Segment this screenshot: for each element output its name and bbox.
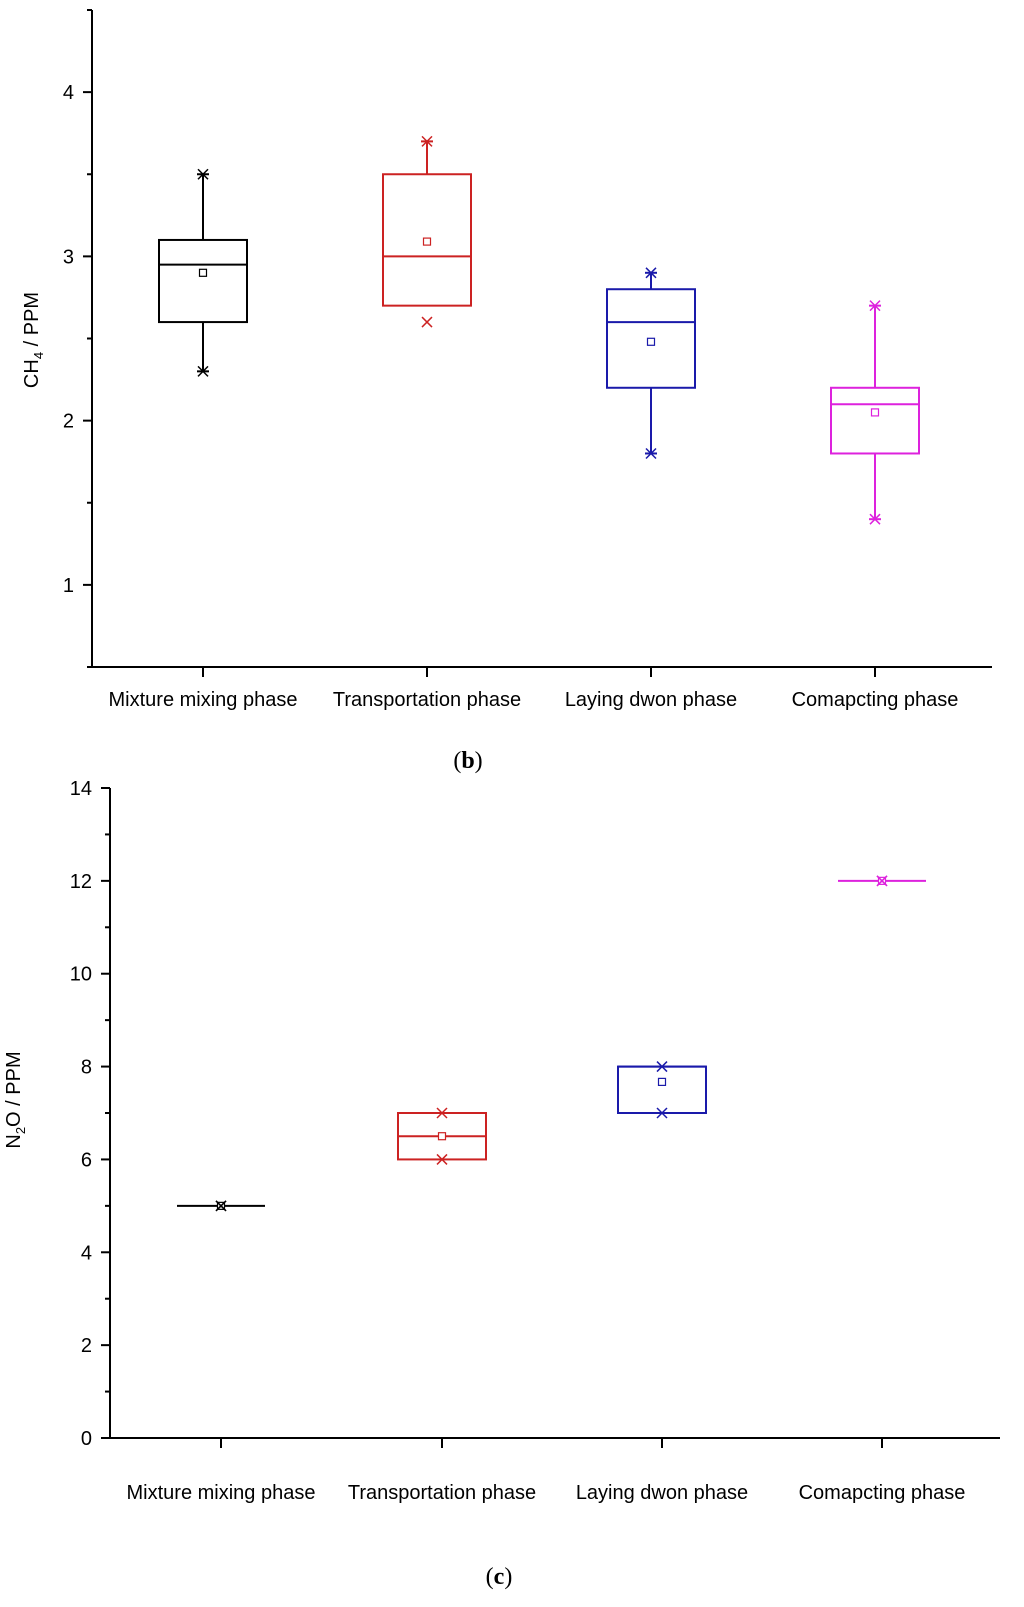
box-2 [382,135,472,328]
box-body [830,386,920,455]
box-body [617,1065,707,1114]
panel-label: (b) [453,748,482,774]
x-tick-label: Mixture mixing phase [109,689,298,711]
min-marker [421,316,433,328]
panel-label-close: ) [475,748,483,774]
max-marker [436,1107,448,1119]
max-marker [869,300,881,312]
max-marker [876,875,888,887]
y-axis-label-rest: / PPM [21,292,43,352]
y-tick-label: 6 [81,1149,92,1171]
box-body [606,288,696,389]
panel-label-letter: c [494,1564,505,1590]
y-tick-label: 4 [81,1242,92,1264]
min-marker [656,1107,668,1119]
y-axis-label: CH4 / PPM [21,292,46,388]
panel-label-open: ( [486,1564,494,1590]
y-tick-label: 14 [70,778,92,800]
y-tick-label: 1 [63,575,74,597]
box-2 [397,1107,487,1165]
y-tick-label: 12 [70,871,92,893]
box-4 [830,300,920,525]
x-tick-label: Transportation phase [348,1482,536,1504]
mean-marker [646,337,656,346]
min-marker [869,513,881,525]
mean-marker [198,268,208,277]
panel-label-close: ) [504,1564,512,1590]
box-4 [838,875,926,887]
y-tick-label: 2 [63,411,74,433]
x-tick-label: Laying dwon phase [576,1482,748,1504]
box-body [382,173,472,307]
mean-marker [870,408,880,417]
x-tick-label: Laying dwon phase [565,689,737,711]
box-3 [617,1061,707,1119]
max-marker [645,267,657,279]
box-body [158,238,248,324]
mean-marker [437,1132,447,1141]
x-tick-label: Comapcting phase [799,1482,966,1504]
box-1 [177,1200,265,1212]
panel-label: (c) [486,1564,513,1590]
min-marker [436,1153,448,1165]
x-tick-label: Mixture mixing phase [127,1482,316,1504]
y-tick-label: 4 [63,82,74,104]
y-tick-label: 0 [81,1428,92,1450]
max-marker [656,1061,668,1073]
y-axis-label: N2O / PPM [3,1051,28,1148]
panel-label-letter: b [461,748,474,774]
x-tick-label: Comapcting phase [792,689,959,711]
min-marker [645,447,657,460]
mean-marker [422,237,432,246]
y-tick-label: 2 [81,1335,92,1357]
min-marker [197,365,209,377]
y-axis-label-rest: O / PPM [3,1051,25,1127]
y-axis-label-base: N [3,1134,25,1148]
max-marker [197,168,209,180]
y-tick-label: 3 [63,246,74,268]
y-axis-label-base: CH [21,359,43,388]
y-tick-label: 10 [70,964,92,986]
x-tick-label: Transportation phase [333,689,521,711]
y-axis-label-subscript: 2 [13,1127,28,1134]
box-3 [606,267,696,460]
max-marker [215,1200,227,1212]
max-marker [421,135,433,147]
mean-marker [657,1077,667,1086]
y-tick-label: 8 [81,1057,92,1079]
panel-label-open: ( [453,748,461,774]
y-axis-label-subscript: 4 [31,352,46,359]
box-1 [158,168,248,377]
